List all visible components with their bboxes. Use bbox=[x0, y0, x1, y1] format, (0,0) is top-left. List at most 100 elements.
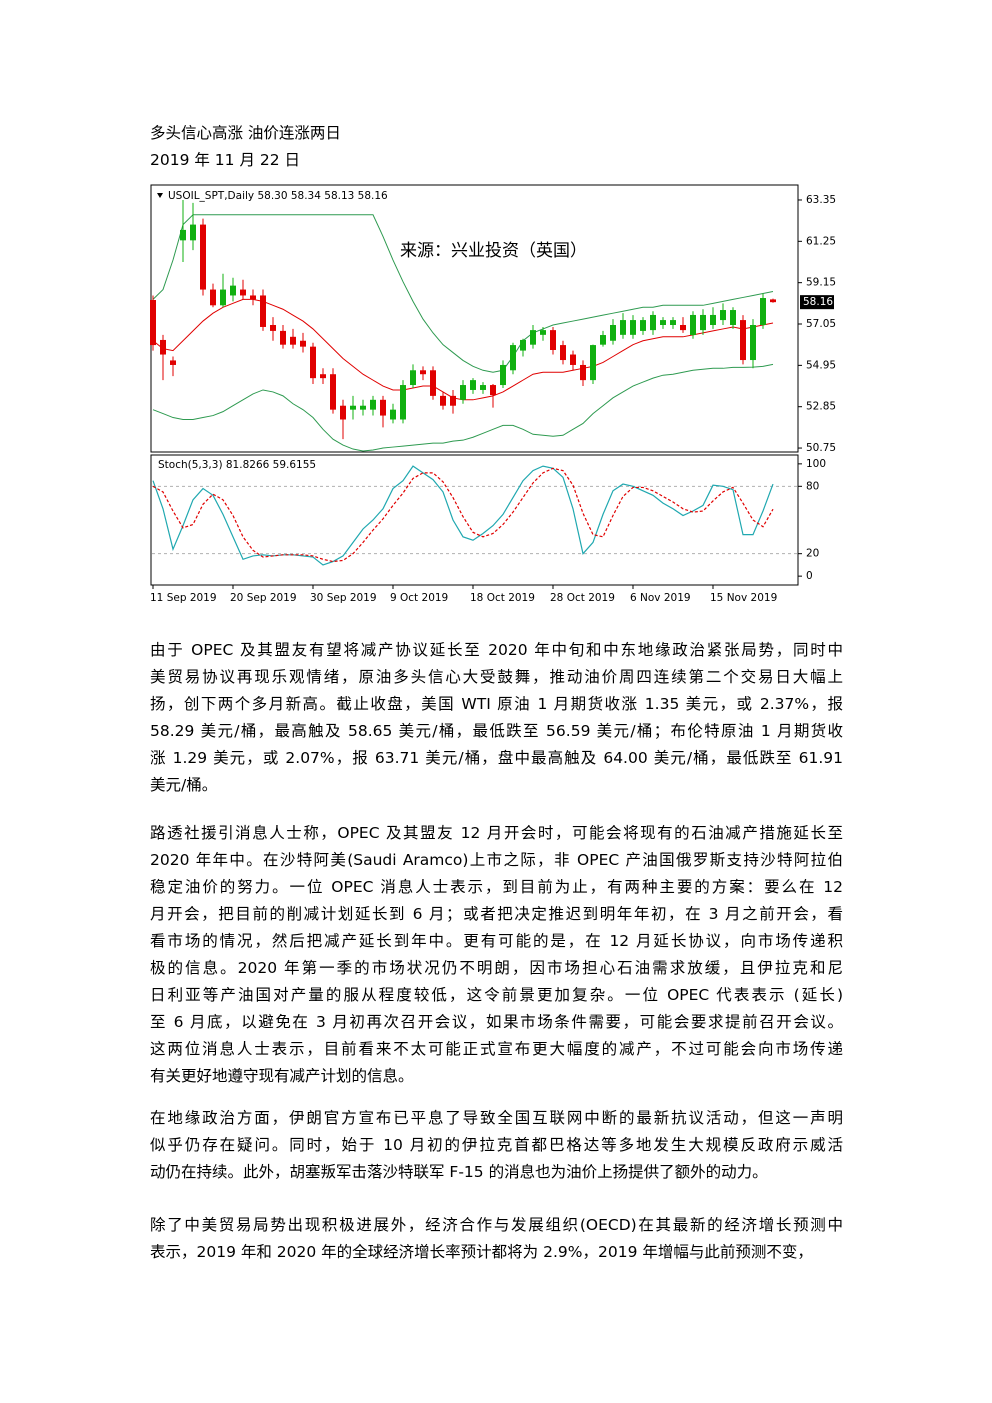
stoch-panel bbox=[150, 454, 799, 586]
text-line: 至 6 月底，以避免在 3 月初再次召开会议，如果市场条件需要，可能会要求提前召… bbox=[150, 1013, 843, 1031]
candle-body bbox=[230, 285, 236, 296]
candle-body bbox=[430, 370, 436, 396]
overlay-line bbox=[152, 363, 774, 452]
text-line: 除了中美贸易局势出现积极进展外，经济合作与发展组织(OECD)在其最新的经济增长… bbox=[150, 1216, 843, 1234]
candle-body bbox=[630, 320, 636, 335]
candle-body bbox=[270, 324, 276, 331]
text-line: 扬，创下两个多月新高。截止收盘，美国 WTI 原油 1 月期货收涨 1.35 美… bbox=[150, 695, 843, 713]
text-line: 美贸易协议再现乐观情绪，原油多头信心大受鼓舞，推动油价周四连续第二个交易日大幅上 bbox=[150, 668, 843, 686]
candle-body bbox=[580, 364, 586, 381]
y-tick-label: 52.85 bbox=[806, 401, 836, 413]
candle-body bbox=[410, 370, 416, 386]
candle-body bbox=[520, 339, 526, 351]
menu-arrow bbox=[157, 193, 163, 198]
doc-date: 2019 年 11 月 22 日 bbox=[150, 151, 301, 169]
candle-body bbox=[420, 370, 426, 375]
y-tick-label: 57.05 bbox=[806, 318, 836, 330]
stoch-line bbox=[152, 465, 774, 566]
candle-body bbox=[680, 324, 686, 331]
candle-body bbox=[440, 395, 446, 406]
text-line: 日利亚等产油国对产量的服从程度较低，这令前景更加复杂。一位 OPEC 代表表示 … bbox=[150, 986, 843, 1004]
candle-body bbox=[350, 405, 356, 410]
x-tick-label: 6 Nov 2019 bbox=[630, 592, 691, 604]
text-line: 稳定油价的努力。一位 OPEC 消息人士表示，到目前为止，有两种主要的方案：要么… bbox=[150, 878, 843, 896]
text-line: 动仍在持续。此外，胡塞叛军击落沙特联军 F-15 的消息也为油价上扬提供了额外的… bbox=[150, 1163, 768, 1181]
candle-body bbox=[610, 324, 616, 341]
candle-body bbox=[600, 335, 606, 345]
text-line: 58.29 美元/桶，最高触及 58.65 美元/桶，最低跌至 56.59 美元… bbox=[150, 722, 843, 740]
text-line: 在地缘政治方面，伊朗官方宣布已平息了导致全国互联网中断的最新抗议活动，但这一声明 bbox=[150, 1109, 843, 1127]
text-line: 2020 年年中。在沙特阿美(Saudi Aramco)上市之际，非 OPEC … bbox=[150, 851, 843, 869]
candle-body bbox=[750, 324, 756, 361]
candle-body bbox=[650, 314, 656, 331]
candle-body bbox=[150, 299, 156, 346]
paragraph: 路透社援引消息人士称，OPEC 及其盟友 12 月开会时，可能会将现有的石油减产… bbox=[150, 822, 843, 1092]
candle-body bbox=[400, 385, 406, 420]
text-line: 路透社援引消息人士称，OPEC 及其盟友 12 月开会时，可能会将现有的石油减产… bbox=[150, 824, 843, 842]
candle-body bbox=[390, 409, 396, 420]
candle-body bbox=[740, 320, 746, 361]
candle-body bbox=[190, 224, 196, 241]
candle-body bbox=[500, 364, 506, 386]
source-annotation: 来源：兴业投资（英国） bbox=[400, 241, 587, 261]
candle-body bbox=[290, 336, 296, 345]
candle-body bbox=[220, 289, 226, 306]
stoch-line bbox=[152, 467, 774, 563]
candle-body bbox=[280, 330, 286, 345]
candle-body bbox=[770, 299, 776, 303]
candle-body bbox=[250, 295, 256, 300]
text-line: 似乎仍存在疑问。同时，始于 10 月初的伊拉克首都巴格达等多地发生大规模反政府示… bbox=[150, 1136, 843, 1154]
candle-body bbox=[180, 229, 186, 241]
doc-title: 多头信心高涨 油价连涨两日 bbox=[150, 124, 341, 142]
candle-body bbox=[640, 320, 646, 331]
text-line: 极的信息。2020 年第一季的市场状况仍不明朗，因市场担心石油需求放缓，且伊拉克… bbox=[150, 959, 843, 977]
candle-body bbox=[490, 385, 496, 396]
text-line: 涨 1.29 美元，或 2.07%，报 63.71 美元/桶，盘中最高触及 64… bbox=[150, 749, 843, 767]
candle-body bbox=[240, 289, 246, 296]
candle-body bbox=[550, 330, 556, 351]
last-price-box bbox=[800, 295, 834, 310]
text-line: 由于 OPEC 及其盟友有望将减产协议延长至 2020 年中旬和中东地缘政治紧张… bbox=[150, 641, 843, 659]
candle-body bbox=[480, 385, 486, 390]
candle-body bbox=[340, 405, 346, 420]
candle-body bbox=[360, 405, 366, 410]
candle-body bbox=[730, 310, 736, 325]
candle-body bbox=[300, 340, 306, 347]
candle-body bbox=[700, 314, 706, 331]
text-line: 看市场的情况，然后把减产延长到年中。更有可能的是，在 12 月延长协议，向市场传… bbox=[150, 932, 843, 950]
x-tick-label: 28 Oct 2019 bbox=[550, 592, 615, 604]
last-price-label: 58.16 bbox=[803, 296, 833, 308]
candle-body bbox=[170, 360, 176, 365]
x-tick-label: 20 Sep 2019 bbox=[230, 592, 297, 604]
text-line: 有关更好地遵守现有减产计划的信息。 bbox=[150, 1067, 414, 1085]
candle-body bbox=[670, 320, 676, 325]
candle-body bbox=[160, 339, 166, 355]
candle-body bbox=[330, 374, 336, 410]
candle-body bbox=[370, 399, 376, 410]
candle-body bbox=[470, 380, 476, 390]
x-tick-label: 18 Oct 2019 bbox=[470, 592, 535, 604]
y-tick-label: 80 bbox=[806, 480, 819, 492]
y-tick-label: 100 bbox=[806, 458, 826, 470]
y-tick-label: 61.25 bbox=[806, 235, 836, 247]
candle-body bbox=[530, 330, 536, 345]
y-tick-label: 0 bbox=[806, 570, 813, 582]
candle-body bbox=[510, 345, 516, 371]
stoch-header: Stoch(5,3,3) 81.8266 59.6155 bbox=[158, 459, 316, 471]
overlay-line bbox=[152, 214, 774, 373]
candle-body bbox=[310, 346, 316, 379]
candle-body bbox=[660, 320, 666, 325]
text-line: 美元/桶。 bbox=[150, 776, 218, 794]
text-line: 这两位消息人士表示，目前看来不太可能正式宣布更大幅度的减产，不过可能会向市场传递 bbox=[150, 1040, 843, 1058]
candle-body bbox=[260, 295, 266, 327]
paragraph: 除了中美贸易局势出现积极进展外，经济合作与发展组织(OECD)在其最新的经济增长… bbox=[150, 1214, 843, 1268]
x-tick-label: 11 Sep 2019 bbox=[150, 592, 217, 604]
candle-body bbox=[760, 298, 766, 325]
candle-body bbox=[540, 330, 546, 335]
paragraph: 由于 OPEC 及其盟友有望将减产协议延长至 2020 年中旬和中东地缘政治紧张… bbox=[150, 639, 843, 801]
candle-body bbox=[460, 385, 466, 400]
candle-body bbox=[570, 354, 576, 365]
paragraph: 在地缘政治方面，伊朗官方宣布已平息了导致全国互联网中断的最新抗议活动，但这一声明… bbox=[150, 1107, 843, 1188]
y-tick-label: 50.75 bbox=[806, 442, 836, 454]
